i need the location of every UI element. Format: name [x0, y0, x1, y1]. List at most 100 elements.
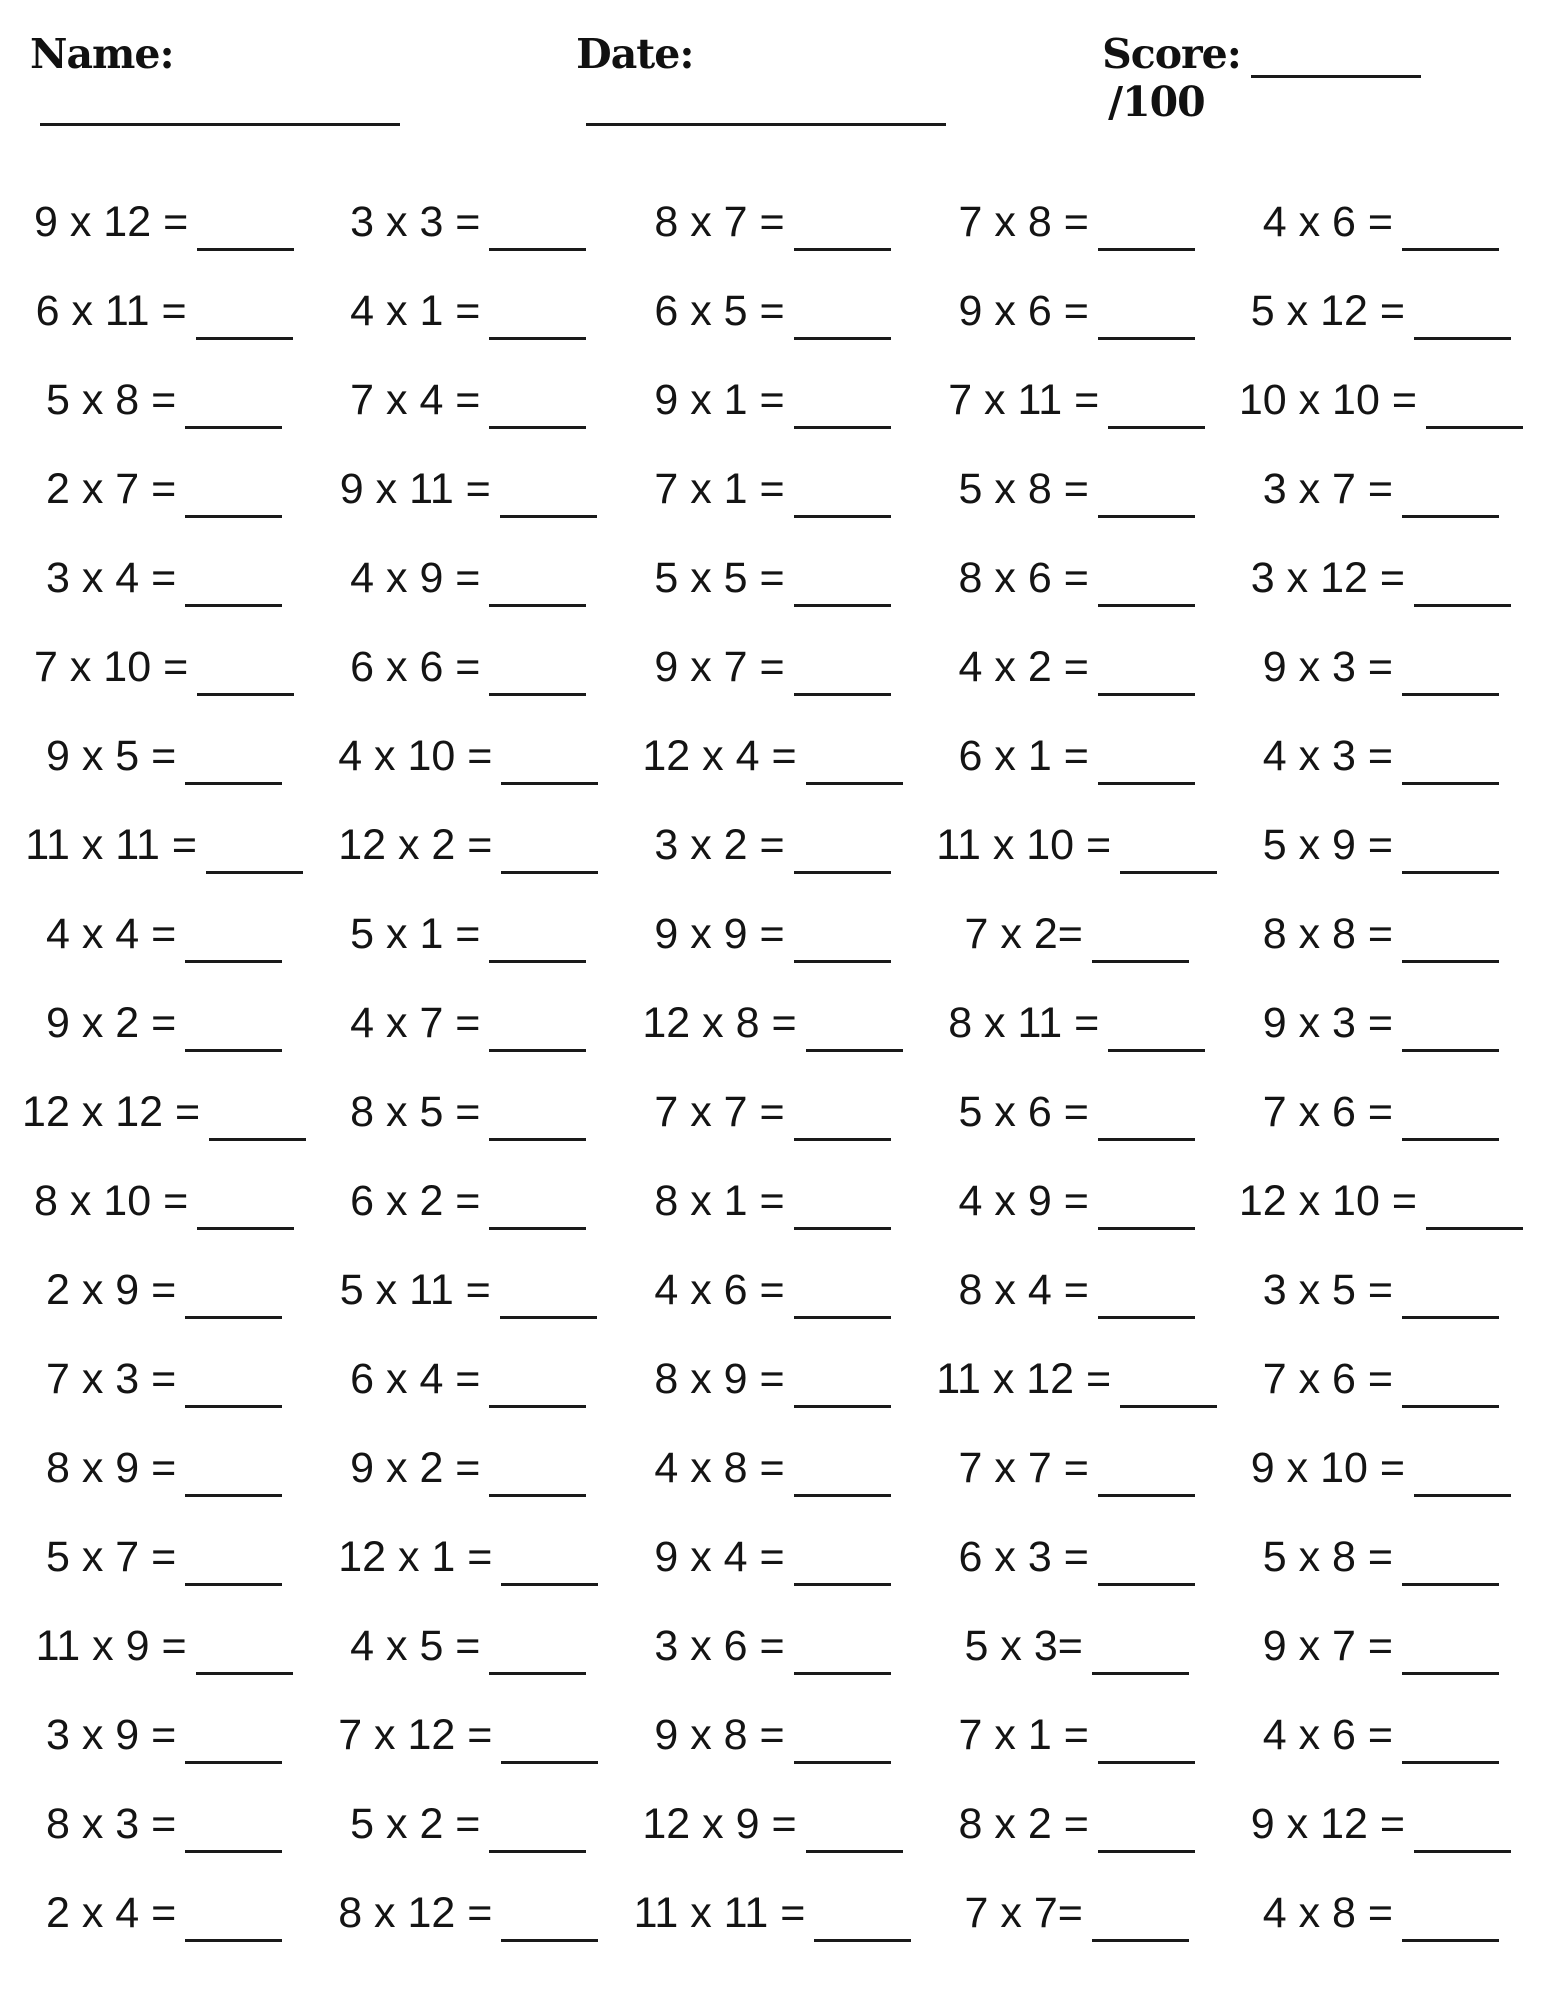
answer-blank[interactable]: [489, 325, 587, 340]
answer-blank[interactable]: [1402, 859, 1500, 874]
answer-blank[interactable]: [499, 1304, 597, 1319]
answer-blank[interactable]: [501, 1927, 599, 1942]
answer-blank[interactable]: [1097, 1571, 1195, 1586]
answer-blank[interactable]: [1402, 770, 1500, 785]
answer-blank[interactable]: [501, 770, 599, 785]
answer-blank[interactable]: [489, 948, 587, 963]
answer-blank[interactable]: [489, 1482, 587, 1497]
answer-blank[interactable]: [501, 1571, 599, 1586]
answer-blank[interactable]: [1402, 503, 1500, 518]
answer-blank[interactable]: [1097, 1304, 1195, 1319]
answer-blank[interactable]: [185, 1482, 283, 1497]
answer-blank[interactable]: [793, 1660, 891, 1675]
answer-blank[interactable]: [793, 236, 891, 251]
answer-blank[interactable]: [805, 1838, 903, 1853]
answer-blank[interactable]: [1402, 1393, 1500, 1408]
answer-blank[interactable]: [489, 1393, 587, 1408]
answer-blank[interactable]: [1120, 1393, 1218, 1408]
answer-blank[interactable]: [185, 1304, 283, 1319]
answer-blank[interactable]: [489, 681, 587, 696]
answer-blank[interactable]: [1425, 414, 1523, 429]
answer-blank[interactable]: [793, 948, 891, 963]
answer-blank[interactable]: [793, 859, 891, 874]
answer-blank[interactable]: [793, 592, 891, 607]
answer-blank[interactable]: [1414, 592, 1511, 607]
answer-blank[interactable]: [499, 503, 597, 518]
answer-blank[interactable]: [1097, 681, 1195, 696]
answer-blank[interactable]: [185, 503, 283, 518]
answer-blank[interactable]: [489, 1126, 587, 1141]
answer-blank[interactable]: [1091, 948, 1189, 963]
answer-blank[interactable]: [185, 1838, 283, 1853]
answer-blank[interactable]: [793, 1482, 891, 1497]
answer-blank[interactable]: [1402, 1927, 1500, 1942]
answer-blank[interactable]: [1402, 1660, 1500, 1675]
answer-blank[interactable]: [185, 1037, 283, 1052]
answer-blank[interactable]: [195, 325, 293, 340]
answer-blank[interactable]: [489, 414, 587, 429]
answer-blank[interactable]: [1097, 1749, 1195, 1764]
answer-blank[interactable]: [1097, 1838, 1195, 1853]
answer-blank[interactable]: [185, 1749, 283, 1764]
answer-blank[interactable]: [197, 236, 295, 251]
answer-blank[interactable]: [1097, 770, 1195, 785]
answer-blank[interactable]: [793, 503, 891, 518]
answer-blank[interactable]: [1108, 1037, 1206, 1052]
answer-blank[interactable]: [185, 592, 283, 607]
answer-blank[interactable]: [1402, 681, 1500, 696]
answer-blank[interactable]: [489, 1215, 587, 1230]
answer-blank[interactable]: [805, 1037, 903, 1052]
answer-blank[interactable]: [1097, 503, 1195, 518]
answer-blank[interactable]: [805, 770, 903, 785]
answer-blank[interactable]: [501, 859, 599, 874]
answer-blank[interactable]: [489, 236, 587, 251]
answer-blank[interactable]: [793, 1304, 891, 1319]
answer-blank[interactable]: [1108, 414, 1206, 429]
answer-blank[interactable]: [205, 859, 303, 874]
answer-blank[interactable]: [1402, 1304, 1500, 1319]
answer-blank[interactable]: [1414, 325, 1511, 340]
answer-blank[interactable]: [185, 1571, 283, 1586]
answer-blank[interactable]: [1120, 859, 1218, 874]
answer-blank[interactable]: [1097, 1215, 1195, 1230]
answer-blank[interactable]: [209, 1126, 307, 1141]
answer-blank[interactable]: [793, 1393, 891, 1408]
answer-blank[interactable]: [1414, 1838, 1511, 1853]
answer-blank[interactable]: [185, 770, 283, 785]
answer-blank[interactable]: [793, 414, 891, 429]
answer-blank[interactable]: [1097, 1126, 1195, 1141]
answer-blank[interactable]: [489, 1037, 587, 1052]
answer-blank[interactable]: [185, 1927, 283, 1942]
answer-blank[interactable]: [793, 1215, 891, 1230]
name-input-line[interactable]: [40, 113, 400, 126]
answer-blank[interactable]: [489, 592, 587, 607]
answer-blank[interactable]: [197, 681, 295, 696]
answer-blank[interactable]: [793, 681, 891, 696]
answer-blank[interactable]: [1097, 236, 1195, 251]
answer-blank[interactable]: [814, 1927, 912, 1942]
answer-blank[interactable]: [1402, 1126, 1500, 1141]
answer-blank[interactable]: [793, 1749, 891, 1764]
answer-blank[interactable]: [501, 1749, 599, 1764]
answer-blank[interactable]: [1097, 325, 1195, 340]
answer-blank[interactable]: [489, 1838, 587, 1853]
answer-blank[interactable]: [793, 325, 891, 340]
answer-blank[interactable]: [1425, 1215, 1523, 1230]
answer-blank[interactable]: [793, 1126, 891, 1141]
answer-blank[interactable]: [195, 1660, 293, 1675]
answer-blank[interactable]: [1402, 1571, 1500, 1586]
answer-blank[interactable]: [197, 1215, 295, 1230]
answer-blank[interactable]: [1402, 948, 1500, 963]
answer-blank[interactable]: [1097, 1482, 1195, 1497]
answer-blank[interactable]: [1402, 1037, 1500, 1052]
date-input-line[interactable]: [586, 113, 947, 126]
answer-blank[interactable]: [489, 1660, 587, 1675]
answer-blank[interactable]: [185, 1393, 283, 1408]
score-input-line[interactable]: [1250, 65, 1421, 78]
answer-blank[interactable]: [1414, 1482, 1511, 1497]
answer-blank[interactable]: [185, 414, 283, 429]
answer-blank[interactable]: [1097, 592, 1195, 607]
answer-blank[interactable]: [1091, 1660, 1189, 1675]
answer-blank[interactable]: [1402, 236, 1500, 251]
answer-blank[interactable]: [1091, 1927, 1189, 1942]
